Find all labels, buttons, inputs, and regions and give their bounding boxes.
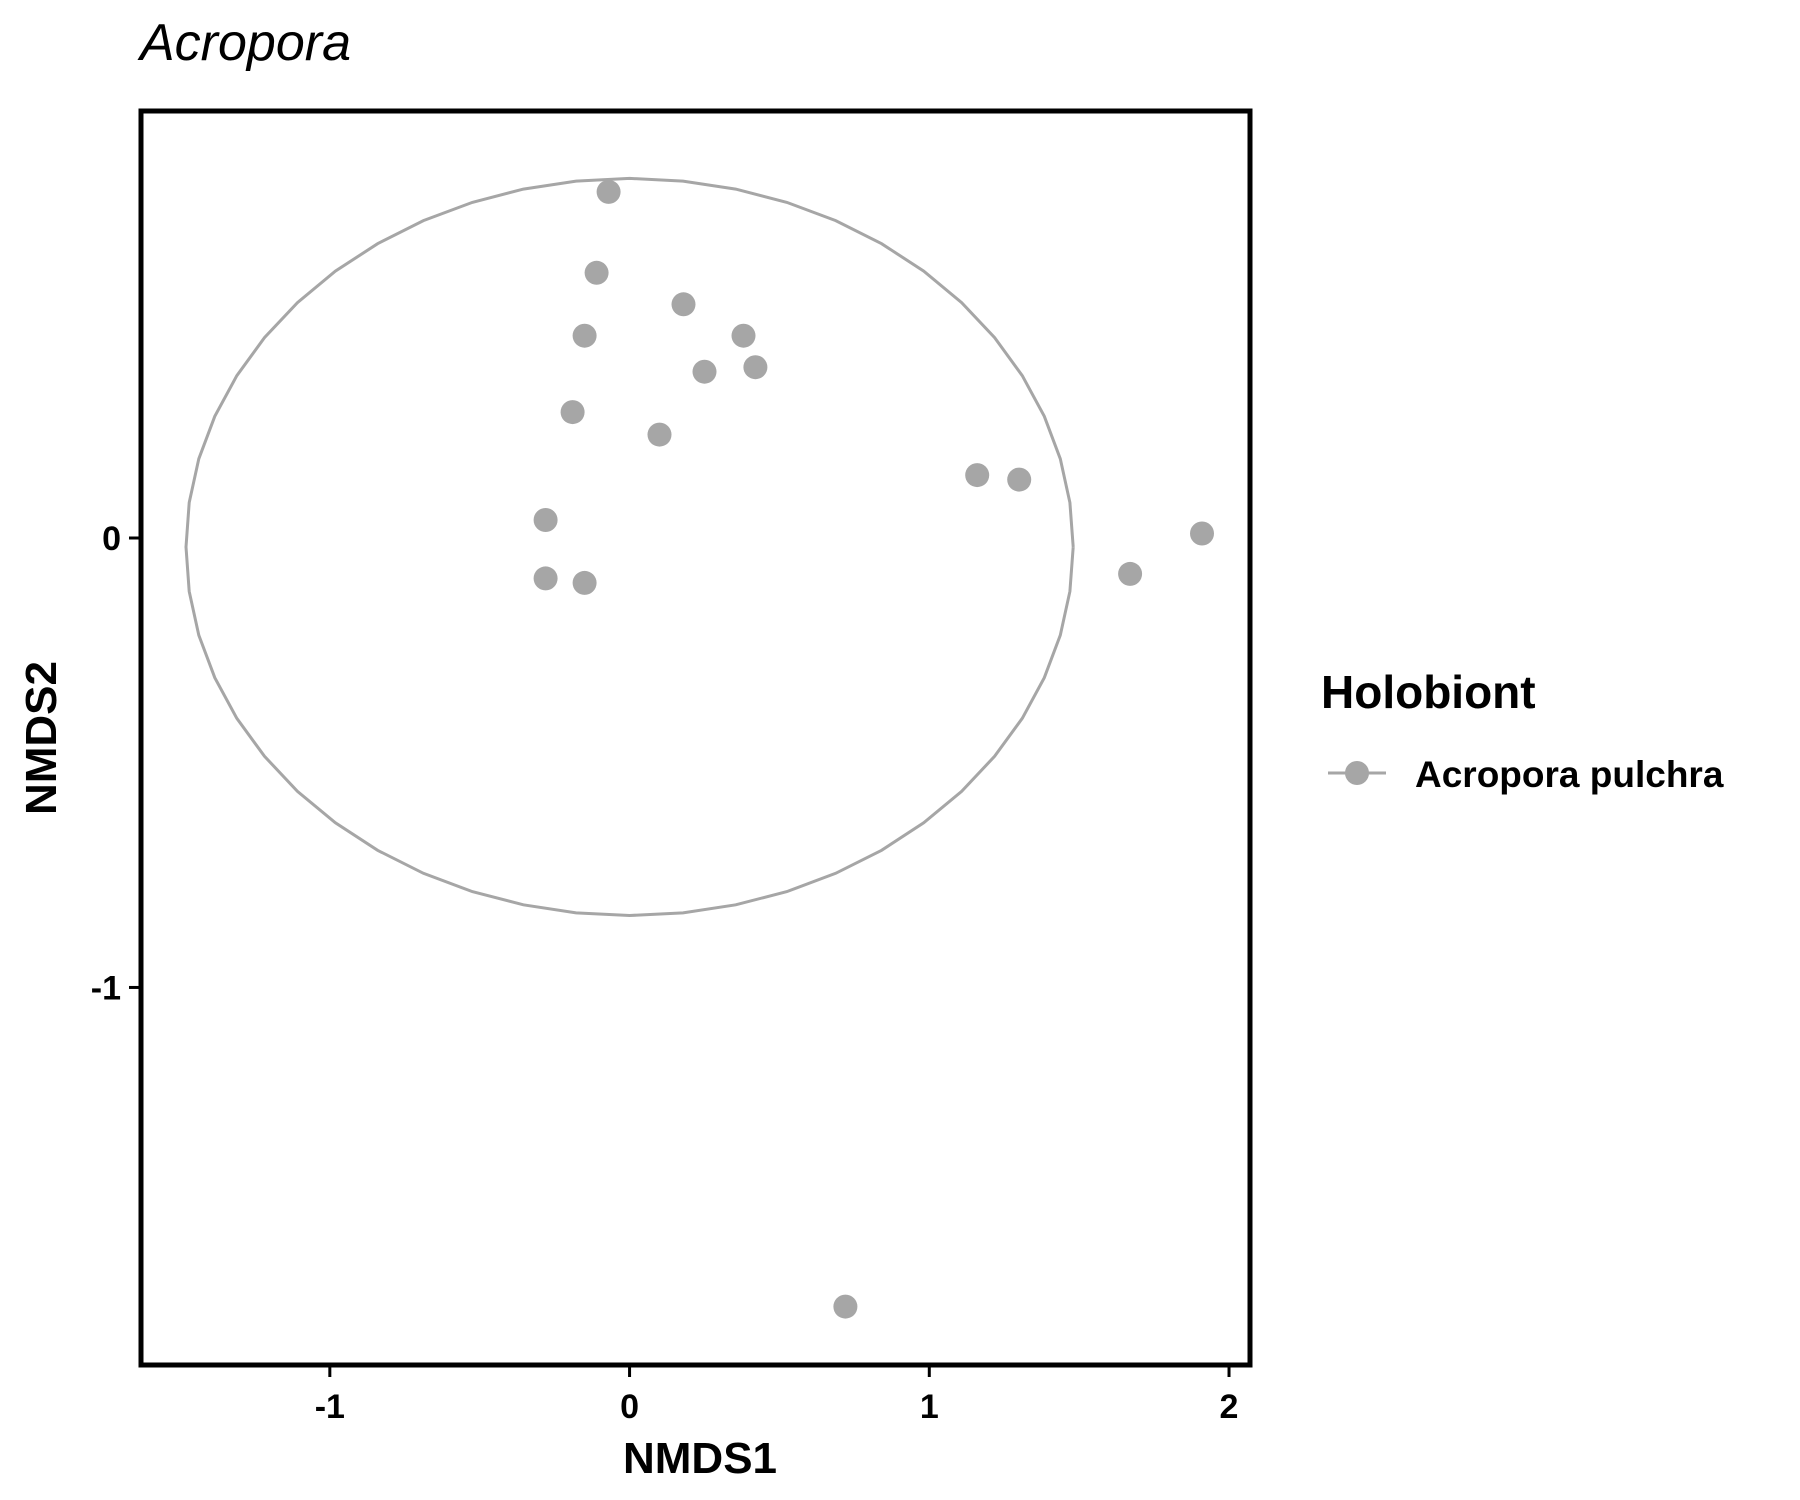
data-point <box>572 323 597 348</box>
x-axis-title: NMDS1 <box>623 1434 777 1483</box>
data-point <box>533 508 558 532</box>
confidence-ellipse <box>184 176 1075 918</box>
x-tick-label: -1 <box>315 1388 345 1426</box>
data-point <box>671 292 696 317</box>
legend: Holobiont Acropora pulchra <box>1321 666 1724 795</box>
data-point <box>743 355 768 380</box>
data-point <box>1007 467 1032 492</box>
data-point <box>572 570 597 595</box>
data-point <box>596 179 621 204</box>
chart-title: Acropora <box>137 14 351 72</box>
data-point <box>647 422 672 447</box>
data-point <box>533 566 558 591</box>
y-tick-label: -1 <box>91 969 121 1007</box>
y-axis-title: NMDS2 <box>17 661 66 815</box>
data-point <box>965 463 990 488</box>
plot-panel <box>138 108 1253 1368</box>
y-tick-label: 0 <box>102 520 121 558</box>
x-tick-label: 0 <box>620 1388 639 1426</box>
x-tick-label: 2 <box>1220 1388 1239 1426</box>
x-tick-label: 1 <box>920 1388 939 1426</box>
data-point <box>833 1294 858 1319</box>
data-point <box>731 323 756 348</box>
data-point <box>1190 521 1214 546</box>
data-point <box>1118 561 1143 586</box>
data-point <box>560 400 585 425</box>
legend-title: Holobiont <box>1321 666 1536 718</box>
legend-key-point <box>1345 761 1369 785</box>
legend-label: Acropora pulchra <box>1415 754 1724 795</box>
data-point <box>584 260 609 285</box>
data-point <box>692 359 717 384</box>
